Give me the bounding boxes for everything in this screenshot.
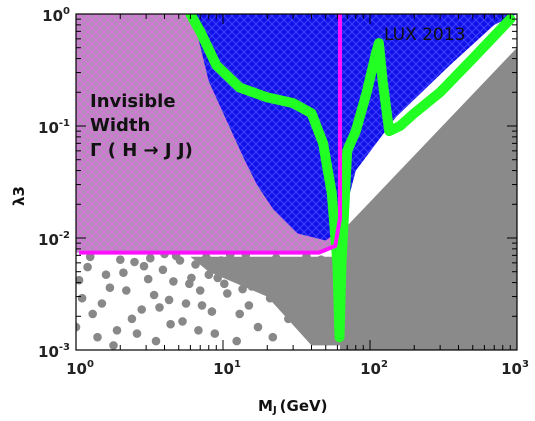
scatter-point: [268, 332, 278, 342]
scatter-point: [77, 293, 87, 303]
scatter-point: [139, 261, 149, 271]
scatter-point: [195, 286, 205, 295]
x-tick-label: 101: [213, 359, 241, 378]
scatter-point: [220, 279, 229, 289]
y-tick-label: 10-1: [38, 118, 70, 137]
x-axis-title: MJ (GeV): [258, 397, 327, 416]
scatter-point: [181, 299, 191, 308]
scatter-point: [146, 253, 155, 263]
y-tick-label: 100: [42, 6, 70, 25]
scatter-point: [187, 273, 196, 283]
scatter-point: [143, 274, 153, 284]
annotation-width: Width: [90, 115, 150, 136]
scatter-point: [93, 332, 102, 342]
scatter-point: [109, 341, 118, 350]
excluded-gray-lower-region: [190, 256, 340, 346]
y-tick-label: 10-3: [38, 342, 70, 361]
scatter-point: [132, 329, 142, 338]
x-tick-label: 103: [501, 359, 529, 378]
scatter-point: [119, 268, 128, 278]
relic-density-band: [185, 14, 516, 343]
scatter-point: [178, 317, 187, 326]
scatter-point: [130, 257, 139, 267]
scatter-point: [101, 270, 111, 280]
scatter-point: [164, 295, 174, 305]
scatter-point: [244, 301, 254, 310]
y-axis-title: λ3: [10, 186, 28, 206]
annotation-invisible-width: Invisible Width Γ ( H → J J): [90, 91, 193, 161]
scatter-point: [88, 309, 97, 319]
x-axis-title-main: M: [258, 397, 273, 415]
annotation-lux: LUX 2013: [384, 25, 465, 45]
scatter-point: [127, 314, 137, 324]
scatter-point: [253, 322, 263, 332]
scatter-point: [235, 309, 244, 319]
scatter-point: [85, 252, 95, 262]
scatter-point: [83, 262, 92, 272]
scatter-point: [194, 326, 203, 335]
scatter-point: [223, 289, 232, 298]
scatter-point: [169, 277, 178, 286]
annotation-gamma: Γ ( H → J J): [90, 140, 193, 161]
scatter-point: [151, 336, 161, 346]
axis-ticks: [75, 14, 517, 351]
scatter-point: [158, 265, 168, 275]
scatter-point: [112, 326, 122, 335]
scatter-point: [76, 322, 81, 332]
scatter-point: [149, 290, 159, 300]
scatter-point: [210, 329, 220, 338]
annotation-invisible: Invisible: [90, 91, 176, 112]
excluded-gray-region: [340, 47, 517, 350]
plot-frame: [75, 13, 518, 351]
scatter-point: [155, 303, 164, 312]
scatter-point: [122, 286, 131, 295]
scatter-point: [97, 299, 107, 308]
scatter-point: [116, 255, 125, 264]
axis-tick-labels: 100 101 102 103 10-3 10-2 10-1 100: [38, 6, 529, 378]
x-axis-title-unit: (GeV): [280, 397, 328, 415]
x-axis-title-sub: J: [272, 405, 277, 416]
scatter-point: [166, 319, 175, 329]
scatter-point: [105, 283, 115, 293]
scatter-point: [207, 307, 217, 316]
x-tick-label: 102: [360, 359, 388, 378]
invisible-width-boundary: [79, 14, 342, 255]
scatter-point: [232, 336, 241, 346]
scatter-point: [137, 305, 146, 314]
y-tick-label: 10-2: [38, 230, 70, 249]
scatter-point: [175, 256, 185, 265]
x-tick-label: 100: [66, 359, 94, 378]
scatter-point: [197, 301, 207, 310]
